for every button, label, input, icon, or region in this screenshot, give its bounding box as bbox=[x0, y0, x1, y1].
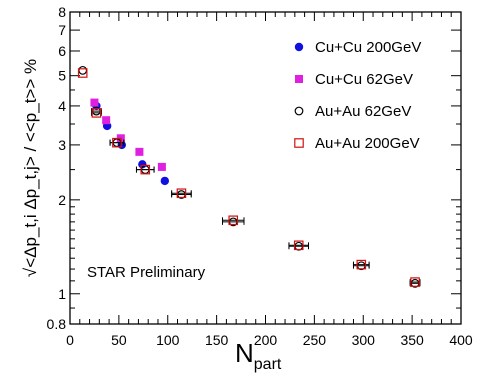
data-point bbox=[176, 188, 187, 199]
data-point bbox=[160, 176, 170, 186]
x-axis-label: Npart bbox=[235, 338, 282, 373]
y-tick-label: 0.8 bbox=[47, 316, 67, 332]
y-axis-ticks bbox=[70, 11, 461, 325]
legend-label: Au+Au 62GeV bbox=[315, 103, 411, 120]
x-axis-ticks bbox=[69, 12, 462, 324]
data-point bbox=[78, 65, 88, 75]
legend-item: Au+Au 200GeV bbox=[294, 135, 420, 152]
legend-item: Au+Au 62GeV bbox=[294, 103, 411, 120]
x-tick-label: 300 bbox=[352, 332, 376, 348]
legend-label: Cu+Cu 62GeV bbox=[315, 71, 413, 88]
series-3 bbox=[77, 68, 421, 287]
legend-marker bbox=[294, 106, 304, 116]
y-tick-label: 6 bbox=[58, 43, 66, 59]
legend-marker bbox=[295, 75, 303, 83]
x-axis-label-sub: part bbox=[254, 356, 282, 373]
y-tick-label: 8 bbox=[58, 4, 66, 20]
data-point bbox=[157, 162, 166, 171]
data-point bbox=[356, 259, 367, 270]
x-tick-label: 0 bbox=[66, 332, 74, 348]
data-point bbox=[102, 116, 111, 125]
y-axis-tick-labels: 0.8 1 2 3 4 5 6 7 8 bbox=[47, 4, 67, 332]
data-point bbox=[140, 164, 151, 175]
legend-marker bbox=[294, 42, 304, 52]
data-point bbox=[91, 108, 102, 118]
data-point bbox=[135, 147, 144, 156]
x-tick-label: 100 bbox=[156, 332, 180, 348]
y-tick-label: 3 bbox=[58, 137, 66, 153]
data-point bbox=[112, 137, 122, 148]
legend: Cu+Cu 200GeV Cu+Cu 62GeV Au+Au 62GeV Au+Au … bbox=[294, 39, 421, 152]
y-tick-label: 2 bbox=[58, 192, 66, 208]
y-tick-label: 5 bbox=[58, 68, 66, 84]
legend-item: Cu+Cu 62GeV bbox=[295, 71, 413, 88]
legend-label: Cu+Cu 200GeV bbox=[315, 39, 421, 56]
x-tick-label: 50 bbox=[111, 332, 127, 348]
y-axis-label: √<Δp_t,i Δp_t,j> / <<p_t>> % bbox=[21, 59, 40, 277]
x-tick-label: 200 bbox=[254, 332, 278, 348]
x-tick-label: 250 bbox=[303, 332, 327, 348]
series-2 bbox=[78, 65, 421, 288]
x-axis-label-main: N bbox=[235, 338, 254, 368]
data-point bbox=[293, 240, 304, 251]
data-point bbox=[90, 98, 99, 107]
data-point bbox=[228, 215, 239, 226]
y-tick-label: 7 bbox=[58, 22, 66, 38]
series-0 bbox=[92, 101, 170, 186]
data-point bbox=[77, 68, 88, 78]
x-axis-tick-labels: 0 50 100 150 200 250 300 350 400 bbox=[66, 332, 473, 348]
data-point bbox=[410, 277, 420, 287]
y-tick-label: 1 bbox=[58, 286, 66, 302]
star-preliminary-label: STAR Preliminary bbox=[87, 264, 206, 281]
legend-marker bbox=[294, 138, 304, 148]
legend-item: Cu+Cu 200GeV bbox=[294, 39, 421, 56]
legend-label: Au+Au 200GeV bbox=[315, 135, 420, 152]
x-tick-label: 150 bbox=[205, 332, 229, 348]
x-tick-label: 350 bbox=[400, 332, 424, 348]
data-series bbox=[77, 65, 421, 288]
y-tick-label: 4 bbox=[58, 98, 66, 114]
x-tick-label: 400 bbox=[449, 332, 473, 348]
